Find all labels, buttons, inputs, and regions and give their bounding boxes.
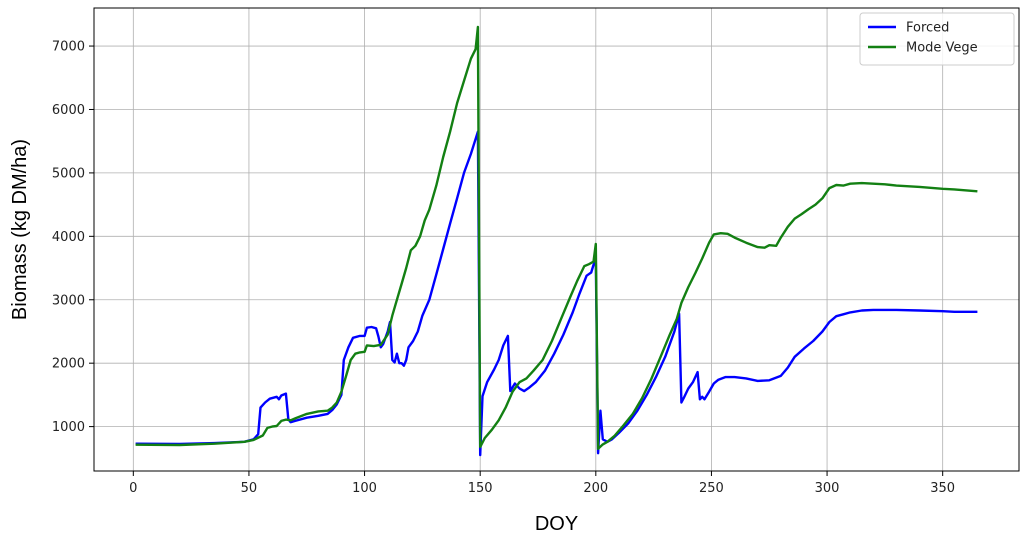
legend-entry-label: Mode Vege	[906, 41, 978, 56]
axis-ticks: 0 50 100 150 200 250 300 350 1000 2000 3000 4000 500…	[52, 40, 955, 496]
x-tick-label: 0	[129, 481, 137, 496]
x-tick-label: 350	[930, 481, 955, 496]
x-tick-label: 200	[583, 481, 608, 496]
y-tick-label: 1000	[52, 420, 85, 435]
y-tick-label: 7000	[52, 40, 85, 55]
legend-entry-label: Forced	[906, 21, 949, 36]
y-tick-label: 3000	[52, 293, 85, 308]
x-tick-label: 150	[468, 481, 493, 496]
y-tick-label: 4000	[52, 230, 85, 245]
x-tick-label: 50	[241, 481, 258, 496]
x-axis-label: DOY	[535, 513, 578, 535]
legend: Forced Mode Vege	[859, 12, 1015, 66]
legend-box	[859, 12, 1015, 66]
series-lines	[135, 25, 978, 457]
y-tick-label: 5000	[52, 166, 85, 181]
series-line-mode-vege	[135, 25, 978, 450]
plot-frame	[93, 7, 1020, 472]
x-tick-label: 250	[699, 481, 724, 496]
y-axis-label: Biomass (kg DM/ha)	[9, 139, 31, 320]
y-tick-label: 6000	[52, 103, 85, 118]
y-tick-label: 2000	[52, 357, 85, 372]
x-tick-label: 100	[352, 481, 377, 496]
x-tick-label: 300	[815, 481, 840, 496]
